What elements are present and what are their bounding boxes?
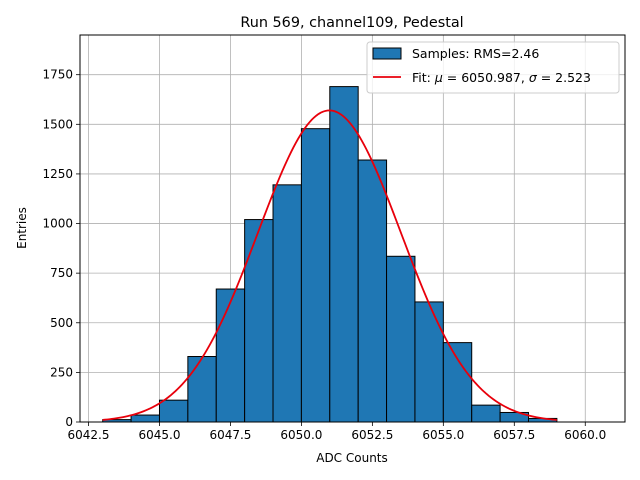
legend-fit-prefix: Fit:: [412, 70, 435, 85]
x-tick-label-3: 6050.0: [280, 428, 322, 442]
y-tick-label-3: 750: [50, 266, 73, 280]
histogram-bar-13: [471, 404, 501, 423]
y-axis-label: Entries: [15, 207, 29, 249]
legend: Samples: RMS=2.46 Fit: μ = 6050.987, σ =…: [366, 41, 620, 94]
fit-curve: [102, 109, 557, 421]
y-tick-label-1: 250: [50, 365, 73, 379]
legend-histogram-swatch: [372, 47, 402, 60]
histogram-bar-3: [187, 356, 217, 423]
histogram-bar-11: [414, 301, 444, 423]
y-tick-label-0: 0: [65, 415, 73, 429]
y-tick-label-7: 1750: [42, 68, 73, 82]
legend-histogram-label: Samples: RMS=2.46: [412, 46, 539, 61]
x-axis-label: ADC Counts: [316, 451, 388, 465]
histogram-bar-8: [329, 86, 359, 423]
y-tick-label-6: 1500: [42, 117, 73, 131]
plot-area-frame: [79, 34, 626, 423]
x-axis-ticks: 6042.5 6045.0 6047.5 6050.0 6052.5 6055.0 6057…: [68, 422, 606, 442]
x-tick-label-0: 6042.5: [68, 428, 110, 442]
chart-title: Run 569, channel109, Pedestal: [240, 15, 463, 31]
histogram-bar-6: [272, 184, 302, 423]
histogram-bar-4: [215, 288, 246, 423]
fit-curve-group: [102, 109, 557, 421]
histogram-bar-1: [130, 414, 160, 423]
legend-fit-suffix: = 2.523: [537, 70, 591, 85]
x-tick-label-6: 6057.5: [493, 428, 535, 442]
histogram-bars: [102, 86, 558, 423]
histogram-bar-9: [357, 159, 388, 423]
y-tick-label-4: 1000: [42, 217, 73, 231]
y-tick-label-2: 500: [50, 316, 73, 330]
legend-fit-mu: μ: [434, 70, 443, 85]
y-tick-label-5: 1250: [42, 167, 73, 181]
legend-fit-mid: = 6050.987,: [443, 70, 529, 85]
histogram-bar-2: [158, 399, 189, 423]
x-tick-label-1: 6045.0: [138, 428, 180, 442]
x-tick-label-4: 6052.5: [351, 428, 393, 442]
y-axis-ticks: 0 250 500 750 1000 1250 1500 1750: [42, 68, 80, 429]
histogram-bar-7: [300, 128, 331, 423]
legend-fit-label: Fit: μ = 6050.987, σ = 2.523: [412, 70, 591, 85]
x-tick-label-7: 6060.0: [564, 428, 606, 442]
histogram-bar-5: [244, 219, 274, 423]
x-tick-label-5: 6055.0: [422, 428, 464, 442]
x-tick-label-2: 6047.5: [209, 428, 251, 442]
histogram-bar-10: [386, 255, 416, 423]
legend-fit-sigma: σ: [529, 70, 538, 85]
histogram-bar-12: [442, 342, 473, 423]
legend-frame: [366, 41, 620, 94]
